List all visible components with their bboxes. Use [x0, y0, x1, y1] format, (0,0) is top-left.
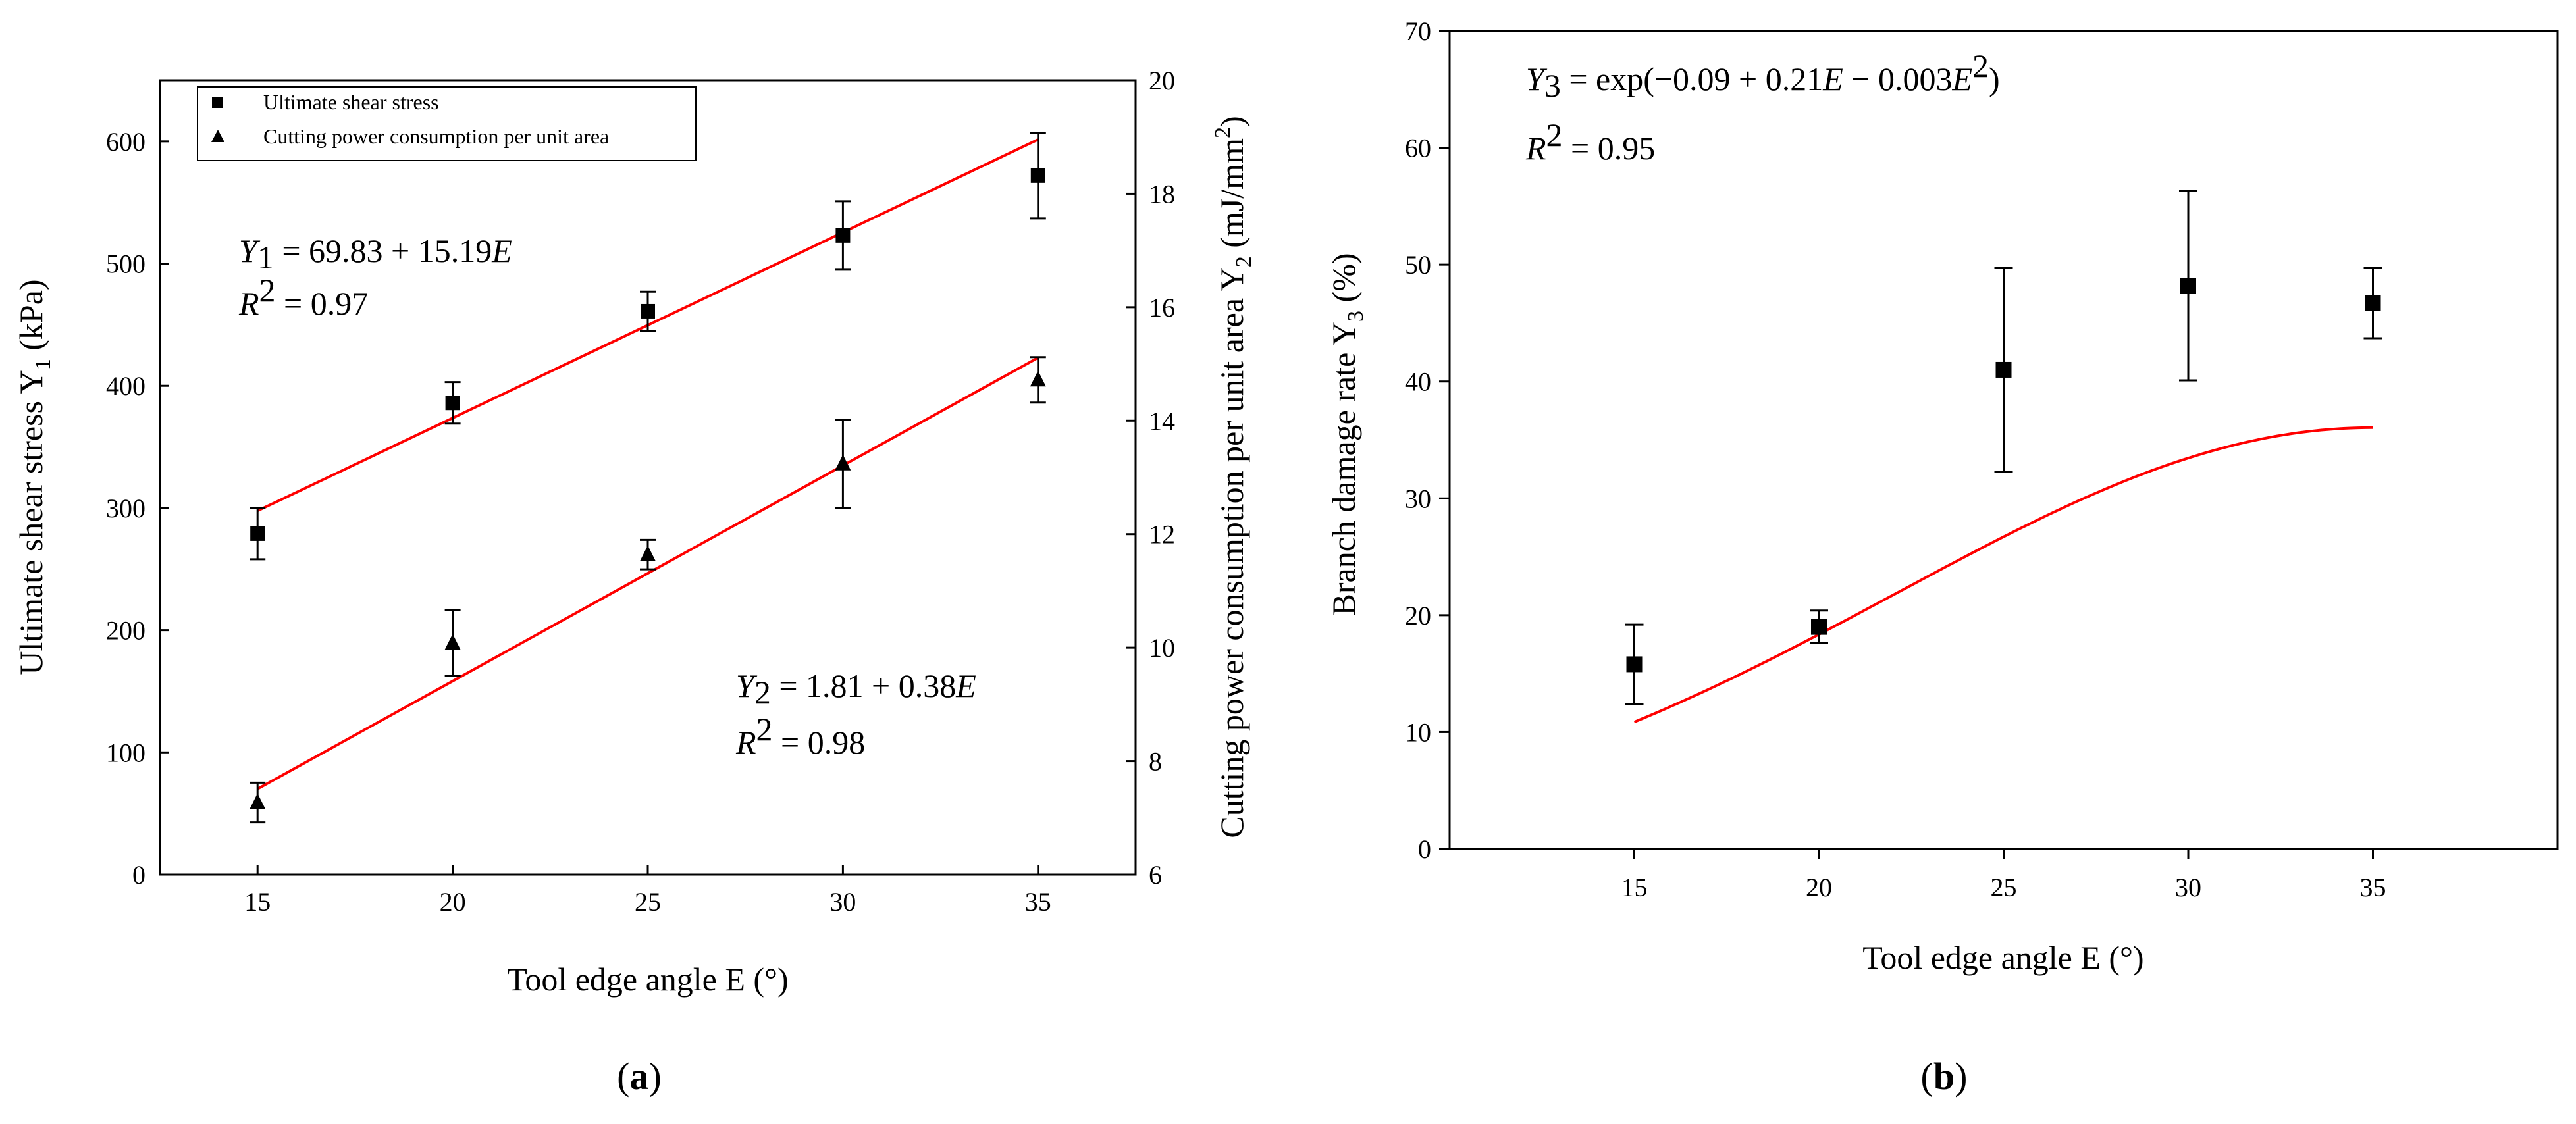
- left-tick-label: 200: [106, 616, 145, 646]
- panel-b-x-label: Tool edge angle E (°): [1862, 939, 2143, 976]
- x-tick-label: 25: [635, 887, 661, 917]
- data-point-square: [641, 303, 655, 319]
- data-point-square: [2180, 278, 2196, 294]
- data-point-square: [2365, 295, 2381, 311]
- right-tick-label: 16: [1149, 293, 1175, 322]
- legend-box: [197, 86, 697, 161]
- right-tick-label: 10: [1149, 633, 1175, 663]
- left-tick-label: 600: [106, 127, 145, 157]
- panel-a-legend: Ultimate shear stress Cutting power cons…: [197, 86, 697, 161]
- panel-b-y-label: Branch damage rate Y3 (%): [1325, 253, 1368, 616]
- r2-2: R2 = 0.98: [735, 711, 865, 761]
- eq3: Y3 = exp(−0.09 + 0.21E − 0.003E2): [1526, 47, 2000, 104]
- data-point-triangle: [250, 793, 266, 809]
- r2-3: R2 = 0.95: [1525, 116, 1655, 166]
- data-point-square: [445, 396, 460, 411]
- left-tick-label: 70: [1405, 16, 1431, 46]
- r2-1: R2 = 0.97: [238, 272, 368, 322]
- left-tick-label: 40: [1405, 367, 1431, 397]
- x-tick-label: 30: [2175, 873, 2201, 902]
- data-point-triangle: [640, 545, 656, 561]
- legend-item-power: Cutting power consumption per unit area: [263, 124, 609, 148]
- left-tick-label: 500: [106, 249, 145, 279]
- x-tick-label: 20: [1806, 873, 1832, 902]
- right-tick-label: 20: [1149, 66, 1175, 95]
- data-point-triangle: [444, 634, 461, 650]
- panel-a-right-y-label: Cutting power consumption per unit area …: [1211, 116, 1256, 838]
- right-tick-label: 12: [1149, 520, 1175, 549]
- panel-b-fit-line: [1633, 426, 2373, 724]
- x-tick-label: 15: [1621, 873, 1648, 902]
- data-point-square: [835, 228, 851, 243]
- right-tick-label: 8: [1149, 747, 1162, 777]
- x-tick-label: 35: [2360, 873, 2386, 902]
- legend-item-shear: Ultimate shear stress: [263, 90, 439, 114]
- eq1: Y1 = 69.83 + 15.19E: [239, 232, 512, 276]
- panel-a-points: [250, 132, 1046, 824]
- left-tick-label: 30: [1405, 484, 1431, 513]
- panel-a-x-ticks: 15 20 25 30 35: [244, 865, 1051, 917]
- panel-a-left-ticks: 0 100 200 300 400 500 600: [106, 127, 169, 890]
- data-point-square: [1626, 656, 1643, 673]
- panel-b-x-ticks: 15 20 25 30 35: [1621, 849, 2386, 902]
- panel-a: 15 20 25 30 35 0 100 200 300 400 500 600 6 8 10 12 14 1…: [13, 66, 1256, 1098]
- panel-a-right-ticks: 6 8 10 12 14 16 18 20: [1126, 66, 1175, 890]
- panel-b-left-ticks: 0 10 20 30 40 50 60 70: [1405, 16, 1450, 864]
- panel-a-plot-frame: [159, 79, 1137, 876]
- right-tick-label: 18: [1149, 179, 1175, 209]
- eq2: Y2 = 1.81 + 0.38E: [736, 667, 976, 711]
- data-point-square: [1030, 168, 1045, 183]
- x-tick-label: 25: [1991, 873, 2017, 902]
- data-point-square: [250, 526, 265, 541]
- panel-b: 15 20 25 30 35 0 10 20 30 40 50 60 70 Y3 = exp(−0.0…: [1325, 16, 2559, 1098]
- x-tick-label: 30: [829, 887, 856, 917]
- panel-a-x-label: Tool edge angle E (°): [507, 961, 788, 998]
- left-tick-label: 60: [1405, 134, 1431, 163]
- right-tick-label: 6: [1149, 860, 1162, 890]
- left-tick-label: 100: [106, 738, 145, 767]
- panel-a-label: (a): [617, 1055, 662, 1098]
- x-tick-label: 15: [244, 887, 271, 917]
- panel-a-left-y-label: Ultimate shear stress Y1 (kPa): [13, 279, 55, 675]
- fit-line-triangle: [257, 356, 1039, 790]
- left-tick-label: 20: [1405, 601, 1431, 630]
- data-point-triangle: [1030, 370, 1046, 387]
- data-point-triangle: [835, 454, 851, 471]
- left-tick-label: 400: [106, 371, 145, 401]
- left-tick-label: 0: [1418, 834, 1431, 864]
- left-tick-label: 300: [106, 494, 145, 523]
- data-point-square: [1811, 619, 1827, 635]
- left-tick-label: 0: [132, 860, 145, 890]
- fit-curve: [1633, 426, 2373, 724]
- left-tick-label: 10: [1405, 717, 1431, 747]
- panel-b-label: (b): [1921, 1055, 1968, 1098]
- legend-triangle-marker: [211, 130, 224, 142]
- left-tick-label: 50: [1405, 250, 1431, 280]
- x-tick-label: 20: [440, 887, 466, 917]
- data-point-square: [1995, 361, 2012, 378]
- right-tick-label: 14: [1149, 406, 1175, 436]
- panel-b-points: [1625, 190, 2382, 705]
- legend-square-marker: [212, 97, 223, 108]
- x-tick-label: 35: [1025, 887, 1051, 917]
